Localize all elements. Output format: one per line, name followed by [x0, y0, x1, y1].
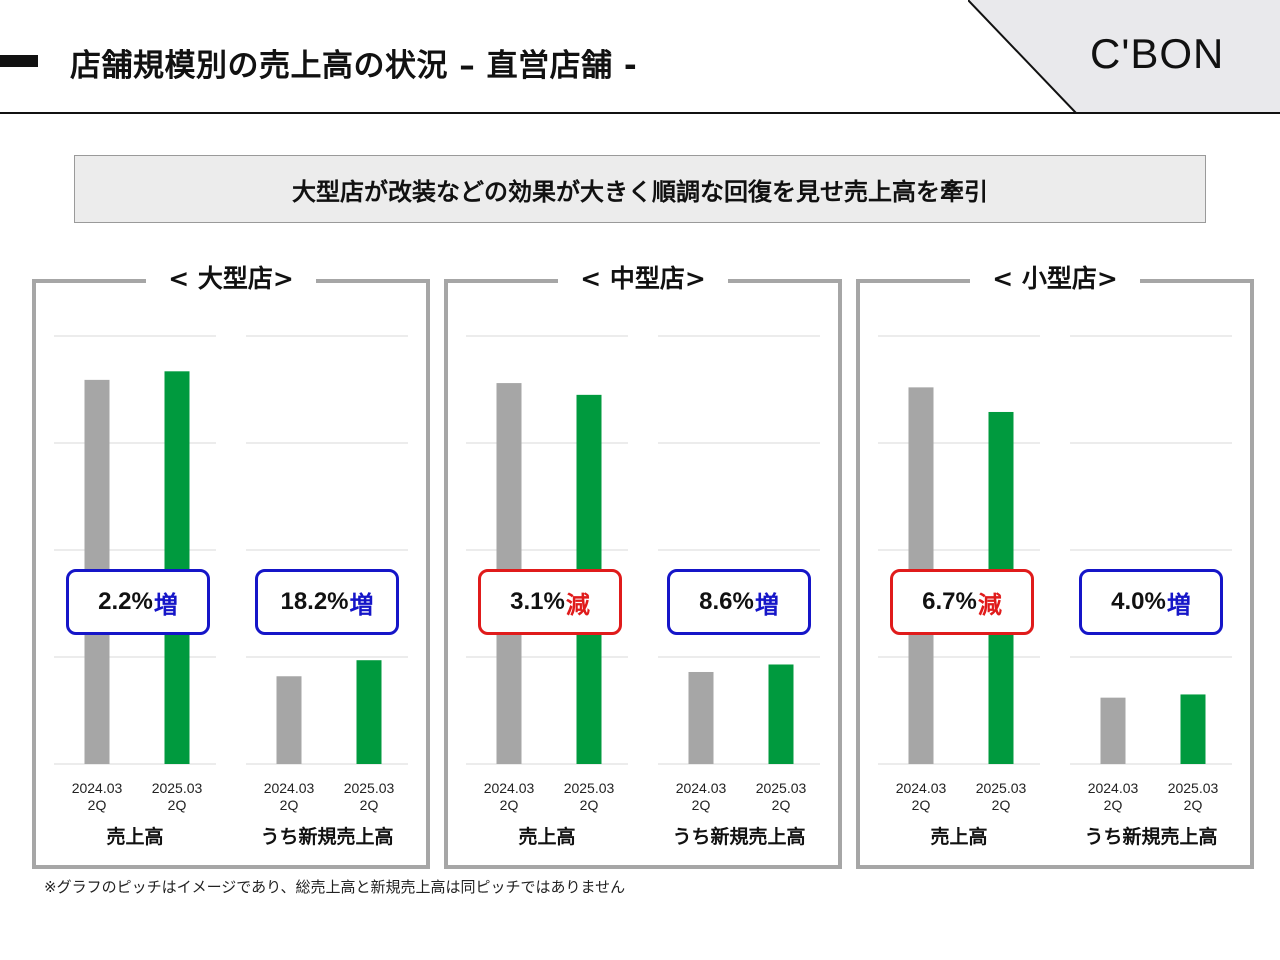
tick-period: 2025.03: [151, 780, 203, 796]
bar-prior-year: [276, 676, 302, 764]
x-tick-label: 2024.03 2Q: [659, 780, 743, 814]
tick-period: 2025.03: [563, 780, 615, 796]
group-label: 売上高: [930, 826, 988, 848]
tick-quarter: 2Q: [1183, 797, 1203, 813]
logo-panel: [968, 0, 1280, 113]
tick-quarter: 2Q: [911, 797, 931, 813]
bar-current-year: [356, 660, 382, 764]
x-tick-label: 2024.03 2Q: [1071, 780, 1155, 814]
tick-period: 2024.03: [1087, 780, 1139, 796]
x-tick-label: 2025.03 2Q: [1151, 780, 1235, 814]
title-accent-bar: [0, 55, 38, 67]
change-percent: 4.0%: [1111, 588, 1166, 615]
bar-current-year: [164, 371, 190, 764]
change-percent: 6.7%: [922, 588, 977, 615]
x-tick-label: 2025.03 2Q: [959, 780, 1043, 814]
tick-quarter: 2Q: [691, 797, 711, 813]
tick-period: 2024.03: [263, 780, 315, 796]
change-badge-increase: 4.0% 増: [1079, 569, 1223, 635]
change-direction: 減: [977, 590, 1002, 619]
change-badge-decrease: 3.1% 減: [478, 569, 622, 635]
panel-medium-stores: < 中型店> 2024.03 2Q 2025.03 2Q 売上高 3.1% 減 2024.03…: [444, 259, 842, 869]
tick-quarter: 2Q: [167, 797, 187, 813]
panel-small-stores: < 小型店> 2024.03 2Q 2025.03 2Q 売上高 6.7% 減 2024.03…: [856, 259, 1254, 869]
tick-quarter: 2Q: [771, 797, 791, 813]
bar-current-year: [768, 664, 794, 764]
tick-quarter: 2Q: [87, 797, 107, 813]
x-tick-label: 2024.03 2Q: [247, 780, 331, 814]
change-direction: 増: [153, 590, 178, 619]
change-percent: 8.6%: [699, 588, 754, 615]
tick-period: 2025.03: [755, 780, 807, 796]
tick-period: 2024.03: [71, 780, 123, 796]
x-tick-label: 2025.03 2Q: [739, 780, 823, 814]
tick-quarter: 2Q: [991, 797, 1011, 813]
tick-quarter: 2Q: [279, 797, 299, 813]
tick-period: 2025.03: [343, 780, 395, 796]
x-tick-label: 2024.03 2Q: [55, 780, 139, 814]
tick-period: 2025.03: [975, 780, 1027, 796]
tick-quarter: 2Q: [499, 797, 519, 813]
group-label: うち新規売上高: [672, 826, 806, 848]
tick-quarter: 2Q: [1103, 797, 1123, 813]
tick-period: 2024.03: [483, 780, 535, 796]
x-tick-label: 2025.03 2Q: [135, 780, 219, 814]
panel-large-stores: < 大型店> 2024.03 2Q 2025.03 2Q 売上高 2.2% 増 2024.03…: [32, 259, 430, 869]
change-badge-decrease: 6.7% 減: [890, 569, 1034, 635]
x-tick-label: 2024.03 2Q: [879, 780, 963, 814]
page-title: 店舗規模別の売上高の状況 – 直営店舗 -: [70, 48, 638, 84]
change-percent: 2.2%: [98, 588, 153, 615]
x-tick-label: 2025.03 2Q: [547, 780, 631, 814]
group-label: うち新規売上高: [260, 826, 394, 848]
group-label: 売上高: [106, 826, 164, 848]
header-divider: [0, 112, 1280, 114]
change-direction: 増: [349, 590, 374, 619]
bar-current-year: [1180, 694, 1206, 764]
tick-period: 2025.03: [1167, 780, 1219, 796]
company-logo: C'BON: [1090, 30, 1225, 77]
group-label: うち新規売上高: [1084, 826, 1218, 848]
change-badge-increase: 18.2% 増: [255, 569, 399, 635]
x-tick-label: 2025.03 2Q: [327, 780, 411, 814]
tick-period: 2024.03: [895, 780, 947, 796]
change-badge-increase: 2.2% 増: [66, 569, 210, 635]
tick-period: 2024.03: [675, 780, 727, 796]
change-percent: 3.1%: [510, 588, 565, 615]
change-direction: 増: [1166, 590, 1191, 619]
tick-quarter: 2Q: [359, 797, 379, 813]
change-direction: 増: [754, 590, 779, 619]
change-badge-increase: 8.6% 増: [667, 569, 811, 635]
bar-prior-year: [1100, 697, 1126, 764]
change-direction: 減: [565, 590, 590, 619]
summary-banner: 大型店が改装などの効果が大きく順調な回復を見せ売上高を牽引: [74, 155, 1206, 223]
bar-prior-year: [688, 671, 714, 764]
footnote: ※グラフのピッチはイメージであり、総売上高と新規売上高は同ピッチではありません: [44, 878, 626, 896]
group-label: 売上高: [518, 826, 576, 848]
change-percent: 18.2%: [280, 588, 349, 615]
x-tick-label: 2024.03 2Q: [467, 780, 551, 814]
tick-quarter: 2Q: [579, 797, 599, 813]
